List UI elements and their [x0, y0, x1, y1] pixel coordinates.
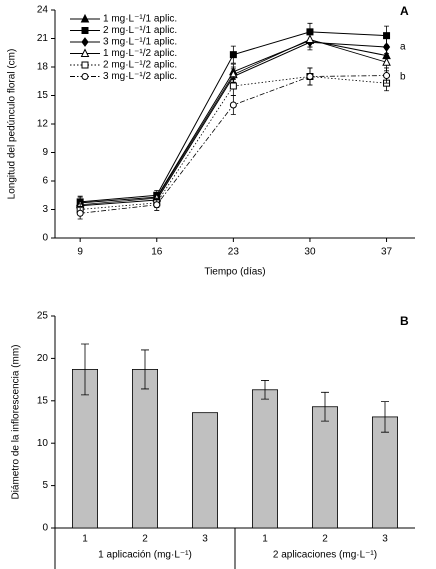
y-tick-label: 18 — [37, 62, 49, 73]
x-tick-label: 2 — [322, 534, 328, 545]
x-tick-label: 1 — [82, 534, 88, 545]
data-point — [229, 101, 237, 109]
error-bar — [261, 380, 269, 400]
annotation: a — [400, 42, 406, 53]
y-tick-label: 20 — [37, 353, 49, 364]
y-axis-label: Diámetro de la inflorescencia (mm) — [11, 344, 22, 499]
y-tick-label: 6 — [42, 176, 48, 187]
bar — [251, 389, 278, 529]
bar — [311, 406, 338, 529]
legend-label: 2 mg·L⁻¹/2 aplic. — [103, 60, 177, 71]
data-point — [229, 51, 237, 59]
legend-marker — [81, 73, 89, 80]
data-point — [382, 57, 391, 66]
y-tick-label: 15 — [37, 395, 49, 406]
data-point — [153, 201, 161, 209]
legend-marker — [80, 13, 90, 23]
y-tick-label: 25 — [37, 311, 49, 322]
y-tick-label: 15 — [37, 90, 49, 101]
x-tick-label: 2 — [142, 534, 148, 545]
legend-label: 1 mg·L⁻¹/2 aplic. — [103, 48, 177, 59]
data-point — [306, 73, 314, 80]
y-tick-label: 12 — [37, 119, 49, 130]
legend-label: 3 mg·L⁻¹/2 aplic. — [103, 71, 177, 82]
y-tick-label: 5 — [42, 480, 48, 491]
data-point — [305, 34, 315, 43]
y-tick-label: 21 — [37, 33, 49, 44]
group-label: 2 aplicaciones (mg·L⁻¹) — [273, 550, 377, 561]
legend-label: 1 mg·L⁻¹/1 aplic. — [103, 14, 177, 25]
panel-label: B — [400, 314, 409, 328]
data-point — [382, 42, 391, 52]
error-bar — [381, 401, 389, 433]
legend-marker — [80, 48, 90, 57]
x-axis-label: Tiempo (días) — [204, 267, 265, 278]
y-axis-label: Longitud del pedúnculo floral (cm) — [7, 49, 18, 200]
error-bar — [321, 391, 329, 422]
annotation: b — [400, 72, 406, 83]
x-tick-label: 1 — [262, 534, 268, 545]
legend-label: 2 mg·L⁻¹/1 aplic. — [103, 25, 177, 36]
y-tick-label: 3 — [42, 204, 48, 215]
data-point — [229, 82, 237, 90]
bar — [371, 416, 398, 529]
legend-marker — [81, 27, 89, 34]
data-point — [383, 32, 391, 40]
y-tick-label: 0 — [42, 233, 48, 244]
legend-marker — [81, 61, 89, 69]
bar — [131, 369, 158, 529]
panel-label: A — [400, 4, 409, 18]
y-tick-label: 9 — [42, 147, 48, 158]
data-point — [383, 72, 391, 80]
x-tick-label: 3 — [202, 534, 208, 545]
bar — [72, 369, 99, 529]
x-tick-label: 16 — [151, 247, 163, 258]
x-tick-label: 37 — [381, 247, 393, 258]
y-tick-label: 10 — [37, 438, 49, 449]
x-tick-label: 30 — [304, 247, 316, 258]
group-label: 1 aplicación (mg·L⁻¹) — [98, 550, 192, 561]
y-tick-label: 24 — [37, 5, 49, 16]
y-tick-label: 0 — [42, 523, 48, 534]
legend-marker — [81, 37, 89, 47]
error-bar — [141, 349, 149, 390]
series-line — [80, 76, 387, 210]
x-tick-label: 23 — [228, 247, 240, 258]
data-point — [76, 209, 84, 217]
x-tick-label: 3 — [382, 534, 388, 545]
error-bar — [81, 343, 89, 396]
bar — [191, 412, 218, 529]
legend-label: 3 mg·L⁻¹/1 aplic. — [103, 37, 177, 48]
x-tick-label: 9 — [77, 247, 83, 258]
